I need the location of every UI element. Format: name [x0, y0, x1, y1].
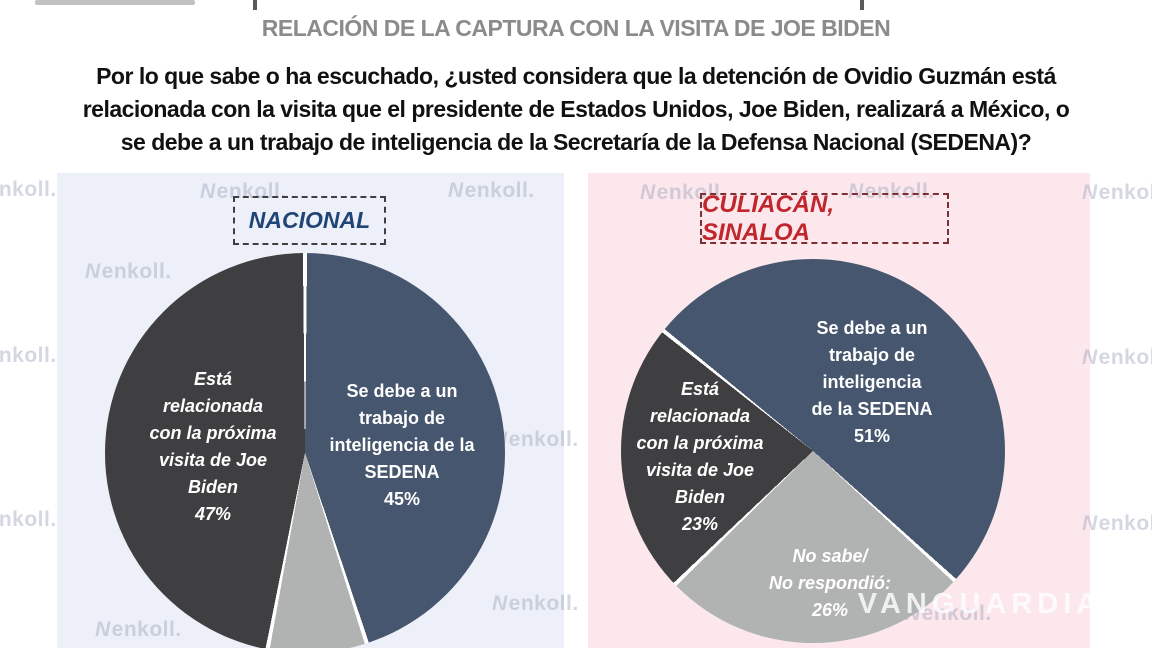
slice-label-sedena-45: Se debe a un trabajo de inteligencia de … [329, 381, 475, 509]
survey-question-line: relacionada con la visita que el preside… [82, 96, 1070, 122]
enkoll-logo-icon: N [85, 260, 101, 283]
enkoll-watermark: Nenkoll. [85, 260, 172, 283]
region-label-nacional: NACIONAL [233, 196, 386, 245]
survey-question-line: Por lo que sabe o ha escuchado, ¿usted c… [96, 63, 1056, 89]
slice-label-biden-23: Está relacionada con la próxima visita d… [636, 379, 764, 534]
enkoll-watermark: Nenkoll. [0, 178, 57, 201]
region-label-text: NACIONAL [248, 207, 371, 233]
slice-label-sedena-51: Se debe a un trabajo de inteligencia de … [811, 318, 933, 446]
enkoll-watermark: Nenkoll. [95, 618, 182, 641]
cropped-text-remnant [253, 0, 257, 10]
enkoll-logo-icon: N [1082, 346, 1098, 369]
survey-question-line: se debe a un trabajo de inteligencia de … [120, 129, 1032, 155]
enkoll-logo-icon: N [448, 179, 464, 202]
enkoll-logo-icon: N [95, 618, 111, 641]
panel-nacional: NACIONAL Está relacionada con la próxima… [57, 173, 564, 648]
panel-culiacan: CULIACÁN, SINALOA Está relacionada con l… [588, 173, 1090, 648]
enkoll-logo-icon: N [848, 180, 864, 203]
region-label-culiacan: CULIACÁN, SINALOA [700, 190, 949, 246]
pie-chart-culiacan [621, 259, 1005, 643]
enkoll-watermark: Nenkoll. [0, 344, 57, 367]
enkoll-watermark: Nenkoll. [0, 508, 57, 531]
enkoll-watermark: Nenkoll. [1082, 512, 1152, 535]
enkoll-watermark: Nenkoll. [492, 592, 579, 615]
enkoll-logo-icon: N [200, 180, 216, 203]
enkoll-logo-icon: N [1082, 512, 1098, 535]
slice-label-biden-47: Está relacionada con la próxima visita d… [149, 369, 277, 524]
cropped-text-remnant [35, 0, 195, 5]
vanguardia-watermark: VANGUARDIA [857, 588, 1103, 620]
region-label-text: CULIACÁN, SINALOA [702, 190, 834, 246]
chart-subtitle: RELACIÓN DE LA CAPTURA CON LA VISITA DE … [261, 15, 891, 41]
enkoll-logo-icon: N [640, 181, 656, 204]
enkoll-watermark: Nenkoll. [492, 428, 579, 452]
enkoll-watermark: Nenkoll. [1082, 181, 1152, 204]
cropped-text-remnant [860, 0, 864, 10]
enkoll-logo-icon: N [492, 592, 508, 615]
survey-question: Por lo que sabe o ha escuchado, ¿usted c… [0, 60, 1152, 159]
enkoll-watermark: Nenkoll. [640, 181, 727, 204]
enkoll-watermark: Nenkoll. [448, 179, 535, 202]
slice-label-nosabe-26: No sabe/ No respondió: 26% [769, 546, 891, 620]
enkoll-watermark: Nenkoll. [1082, 346, 1152, 369]
pie-chart-nacional [105, 253, 505, 648]
enkoll-logo-icon: N [1082, 181, 1098, 204]
enkoll-watermark: Nenkoll. [848, 180, 935, 203]
